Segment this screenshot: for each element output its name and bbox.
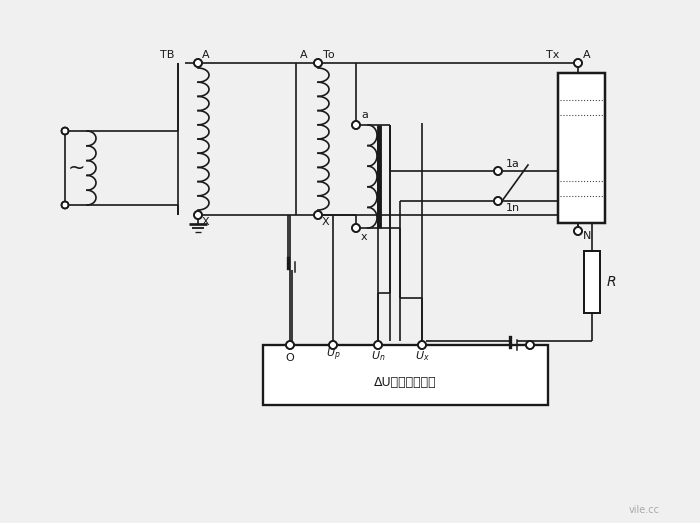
Text: $R$: $R$ xyxy=(606,275,616,289)
Circle shape xyxy=(314,211,322,219)
Circle shape xyxy=(494,167,502,175)
Circle shape xyxy=(494,197,502,205)
Circle shape xyxy=(286,341,294,349)
Text: $U_x$: $U_x$ xyxy=(414,349,429,363)
Circle shape xyxy=(194,211,202,219)
Text: Tx: Tx xyxy=(546,50,559,60)
Circle shape xyxy=(574,59,582,67)
Circle shape xyxy=(574,227,582,235)
Text: O: O xyxy=(286,353,295,363)
Text: TB: TB xyxy=(160,50,174,60)
Circle shape xyxy=(62,128,69,134)
Text: 1a: 1a xyxy=(506,159,520,169)
Text: ΔU误差测量装置: ΔU误差测量装置 xyxy=(374,377,437,390)
Circle shape xyxy=(526,341,534,349)
Bar xyxy=(263,345,548,405)
Text: a: a xyxy=(361,110,368,120)
Text: A: A xyxy=(583,50,591,60)
Circle shape xyxy=(329,341,337,349)
Text: ~: ~ xyxy=(69,158,85,178)
Text: 1n: 1n xyxy=(506,203,520,213)
Text: To: To xyxy=(323,50,335,60)
Circle shape xyxy=(194,59,202,67)
Bar xyxy=(584,251,600,313)
Circle shape xyxy=(374,341,382,349)
Circle shape xyxy=(314,59,322,67)
Text: $U_n$: $U_n$ xyxy=(371,349,385,363)
Text: X: X xyxy=(202,217,209,227)
Circle shape xyxy=(62,201,69,209)
Text: $U_p$: $U_p$ xyxy=(326,347,340,363)
Text: A: A xyxy=(202,50,209,60)
Bar xyxy=(558,73,605,223)
Circle shape xyxy=(418,341,426,349)
Text: vile.cc: vile.cc xyxy=(629,505,660,515)
Text: A: A xyxy=(300,50,307,60)
Text: X: X xyxy=(322,217,330,227)
Text: x: x xyxy=(361,232,368,242)
Text: N: N xyxy=(583,231,592,241)
Circle shape xyxy=(352,224,360,232)
Circle shape xyxy=(352,121,360,129)
